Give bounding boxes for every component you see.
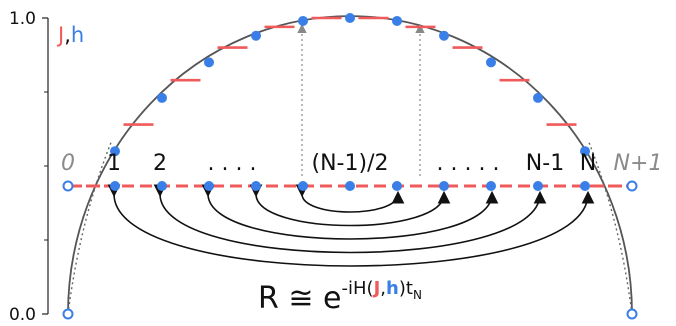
formula-exp-pre: -iH( <box>342 278 374 299</box>
dots-right: . . . . . <box>437 151 500 176</box>
mirror-arrow-5 <box>295 184 405 213</box>
legend-comma: , <box>64 23 71 47</box>
h-dot <box>580 146 590 157</box>
chain-site-dot <box>157 181 167 191</box>
boundary-circle-left-top <box>62 180 74 192</box>
h-dot <box>204 57 214 68</box>
chain-site-dot <box>392 181 402 191</box>
site-label-n-plus-1: N+1 <box>614 151 663 176</box>
mirror-arrows <box>107 184 595 267</box>
y-axis: 1.0 0.0 <box>9 9 49 325</box>
y-tick-label-bottom: 0.0 <box>9 305 36 325</box>
h-dot <box>439 30 449 41</box>
chain-site-dot <box>345 181 355 191</box>
chain-site-dot <box>204 181 214 191</box>
h-dot <box>157 92 167 103</box>
formula-exp-comma: , <box>380 278 386 299</box>
chain-site-dot <box>439 181 449 191</box>
h-dot <box>533 92 543 103</box>
boundary-circle-left-bottom <box>62 308 74 320</box>
h-dot <box>110 146 120 157</box>
site-label-2: 2 <box>153 151 167 176</box>
h-dots <box>110 13 590 157</box>
h-dot <box>392 15 402 26</box>
site-label-n-1: N-1 <box>526 151 564 176</box>
h-dot <box>486 57 496 68</box>
formula-exp-sub: N <box>413 288 422 302</box>
chain-site-dot <box>251 181 261 191</box>
chain-site-dot <box>580 181 590 191</box>
mirror-arrow-3 <box>201 184 499 240</box>
legend-j: J <box>56 23 64 47</box>
h-dot <box>251 30 261 41</box>
site-label-n: N <box>580 151 596 176</box>
legend-h: h <box>71 23 84 47</box>
site-label-1: 1 <box>107 151 121 176</box>
chain-dots <box>110 181 590 191</box>
chain-site-dot <box>298 181 308 191</box>
site-label-middle: (N-1)/2 <box>312 151 389 176</box>
y-tick-label-top: 1.0 <box>9 9 36 29</box>
formula-exp-post: )t <box>399 278 413 299</box>
boundary-circle-right-top <box>626 180 638 192</box>
formula: R ≅ e-iH(J,h)tN <box>258 278 422 316</box>
mirror-arrow-2 <box>153 184 547 254</box>
h-dot <box>345 13 355 23</box>
j-bars <box>123 16 577 126</box>
site-label-0: 0 <box>61 151 75 176</box>
mirror-arrow-1 <box>107 184 595 267</box>
chain-site-dot <box>533 181 543 191</box>
legend-label: J,h <box>56 23 84 47</box>
chain-site-dot <box>486 181 496 191</box>
dots-left: . . . . <box>208 151 257 176</box>
chain-site-dot <box>110 181 120 191</box>
mirror-arrow-4 <box>249 184 451 227</box>
h-dot <box>298 15 308 26</box>
boundary-circle-right-bottom <box>626 308 638 320</box>
formula-lhs: R ≅ e <box>258 281 342 316</box>
formula-exp-j: J <box>372 278 381 299</box>
formula-exp-h: h <box>386 278 399 299</box>
